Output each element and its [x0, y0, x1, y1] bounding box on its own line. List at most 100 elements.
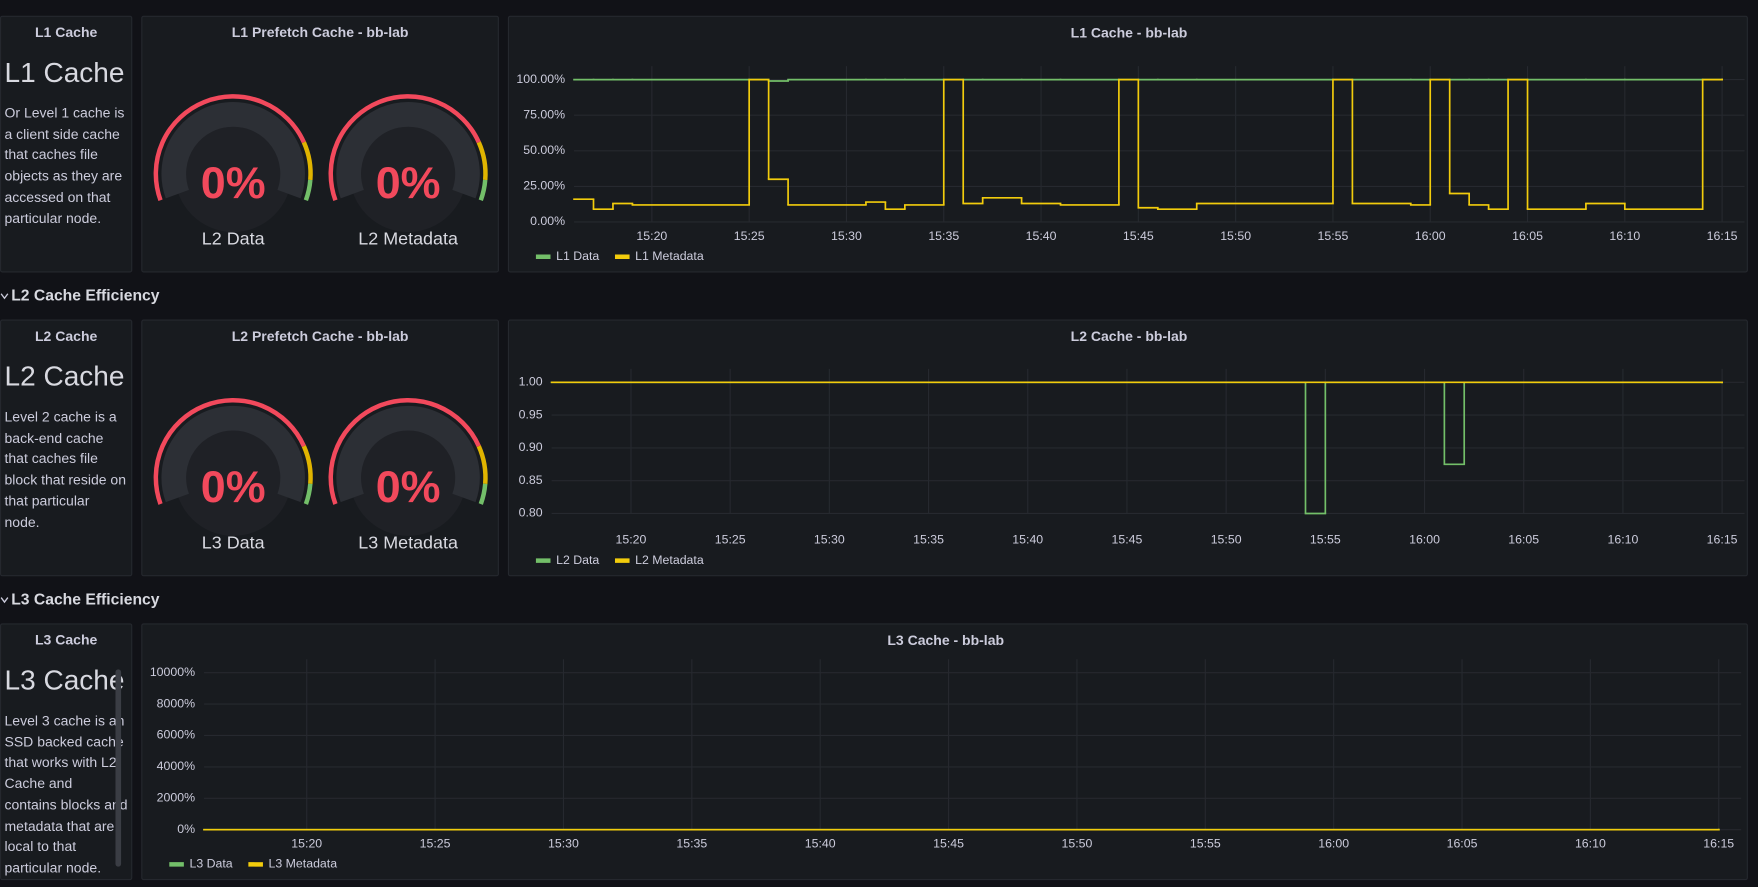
y-tick-label: 0.00%	[530, 214, 565, 228]
x-tick-label: 15:45	[1112, 533, 1143, 547]
x-tick-label: 16:00	[1415, 229, 1446, 243]
x-tick-label: 15:40	[1026, 229, 1057, 243]
x-tick-label: 16:15	[1703, 836, 1734, 850]
text-panel: L1 Cache L1 Cache Or Level 1 cache is a cl…	[0, 15, 133, 273]
x-tick-label: 15:25	[715, 533, 746, 547]
panel-text: Or Level 1 cache is a client side cache …	[4, 105, 125, 226]
x-tick-label: 16:05	[1512, 229, 1543, 243]
threshold-band	[476, 141, 488, 181]
legend-label: L2 Metadata	[635, 553, 704, 567]
gauge-value-label: 0%	[376, 461, 441, 512]
x-tick-label: 15:25	[734, 229, 765, 243]
gauge-face	[174, 419, 292, 536]
y-tick-label: 0%	[177, 822, 195, 836]
chart: L2 Cache - bb-lab 0.80 0.85 0.90 0.95 1.00 15:…	[519, 328, 1745, 567]
x-tick-label: 15:50	[1062, 836, 1093, 850]
legend-label: L1 Metadata	[635, 249, 704, 263]
panel-heading: L2 Cache	[4, 361, 125, 393]
x-tick-label: 16:10	[1609, 229, 1640, 243]
x-tick-label: 15:40	[1012, 533, 1043, 547]
y-tick-label: 6000%	[157, 728, 195, 742]
x-tick-label: 15:45	[933, 836, 964, 850]
row-header: L2 Cache Efficiency	[0, 286, 160, 304]
x-tick-label: 15:40	[805, 836, 836, 850]
gauge-panel: L2 Prefetch Cache - bb-lab 0% L3 Data 0% L3 …	[141, 319, 499, 577]
x-tick-label: 16:10	[1575, 836, 1606, 850]
x-tick-label: 16:00	[1409, 533, 1440, 547]
panel-heading: L3 Cache	[4, 664, 125, 697]
gauge-area: 0% L2 Data 0% L2 Metadata	[153, 94, 488, 249]
chevron	[0, 293, 9, 300]
panel-title: L1 Prefetch Cache - bb-lab	[231, 24, 409, 41]
legend-label: L2 Data	[556, 553, 599, 567]
x-tick-label: 15:20	[636, 229, 667, 243]
gauge-face	[174, 115, 292, 233]
x-tick-label: 15:50	[1211, 533, 1242, 547]
x-tick-label: 15:20	[291, 836, 322, 850]
threshold-band	[476, 445, 488, 485]
x-tick-label: 15:30	[548, 836, 579, 850]
x-tick-label: 15:30	[831, 229, 862, 243]
threshold-band	[478, 179, 488, 202]
gauge-track	[161, 102, 305, 199]
x-tick-label: 16:05	[1508, 533, 1539, 547]
y-tick-label: 0.80	[519, 506, 543, 520]
threshold-band	[301, 445, 313, 485]
y-tick-label: 25.00%	[523, 179, 565, 193]
row-title: L2 Cache Efficiency	[11, 285, 160, 304]
threshold-band	[328, 94, 481, 202]
x-tick-label: 15:55	[1190, 836, 1221, 850]
x-tick-label: 15:55	[1310, 533, 1341, 547]
gauge-track	[336, 405, 480, 503]
chart: L3 Cache - bb-lab 0% 2000% 4000% 6000% 8000% 1…	[150, 632, 1742, 871]
y-tick-label: 50.00%	[523, 143, 565, 157]
gauge-area: 0% L3 Data 0% L3 Metadata	[153, 398, 488, 553]
threshold-band	[153, 94, 306, 202]
y-tick-label: 8000%	[157, 696, 195, 710]
chart-panel: L2 Cache - bb-lab 0.80 0.85 0.90 0.95 1.00 15:…	[507, 319, 1748, 577]
threshold-band	[303, 179, 313, 202]
chevron-icon	[0, 293, 9, 300]
row-title: L3 Cache Efficiency	[11, 589, 160, 608]
x-tick-label: 16:05	[1447, 836, 1478, 850]
x-tick-label: 15:30	[814, 533, 845, 547]
panel-heading: L1 Cache	[4, 57, 125, 89]
gauge-value-label: 0%	[201, 157, 266, 208]
x-tick-label: 16:00	[1318, 836, 1349, 850]
legend-label: L3 Metadata	[269, 857, 338, 871]
x-tick-label: 15:45	[1123, 229, 1154, 243]
text-panel: L2 Cache L2 Cache Level 2 cache is a back-…	[0, 319, 133, 577]
x-tick-label: 15:35	[676, 836, 707, 850]
panel-title: L2 Cache	[34, 328, 98, 345]
y-tick-label: 10000%	[150, 665, 195, 679]
gauge-track	[161, 405, 305, 503]
x-tick-label: 16:15	[1707, 229, 1738, 243]
gauge-label: L2 Metadata	[358, 229, 458, 249]
gauge-label: L3 Data	[202, 533, 265, 553]
chart-title: L2 Cache - bb-lab	[1071, 328, 1188, 344]
text-panel: L3 Cache L3 Cache Level 3 cache is an SSD …	[0, 623, 133, 881]
y-tick-label: 2000%	[157, 791, 195, 805]
legend-label: L3 Data	[189, 857, 232, 871]
gauge-panel: L1 Prefetch Cache - bb-lab 0% L2 Data 0% L2 …	[141, 15, 499, 273]
chevron	[0, 597, 9, 604]
chart: L1 Cache - bb-lab 0.00% 25.00% 50.00% 75.00%…	[516, 24, 1745, 263]
x-tick-label: 15:35	[928, 229, 959, 243]
legend-label: L1 Data	[556, 249, 599, 263]
gauge-face	[349, 419, 467, 536]
y-tick-label: 100.00%	[516, 72, 565, 86]
x-tick-label: 15:55	[1318, 229, 1349, 243]
threshold-band	[153, 398, 306, 505]
y-tick-label: 75.00%	[523, 107, 565, 121]
x-tick-label: 16:10	[1607, 533, 1638, 547]
chart-panel: L3 Cache - bb-lab 0% 2000% 4000% 6000% 8000% 1…	[141, 623, 1748, 881]
x-tick-label: 15:35	[913, 533, 944, 547]
panel-text: Level 2 cache is a back-end cache that c…	[4, 409, 127, 530]
y-tick-label: 0.90	[519, 440, 543, 454]
x-tick-label: 15:20	[616, 533, 647, 547]
y-tick-label: 4000%	[157, 759, 195, 773]
x-tick-label: 15:25	[420, 836, 451, 850]
panel-title: L2 Prefetch Cache - bb-lab	[231, 328, 409, 345]
gauge-value-label: 0%	[376, 157, 441, 208]
